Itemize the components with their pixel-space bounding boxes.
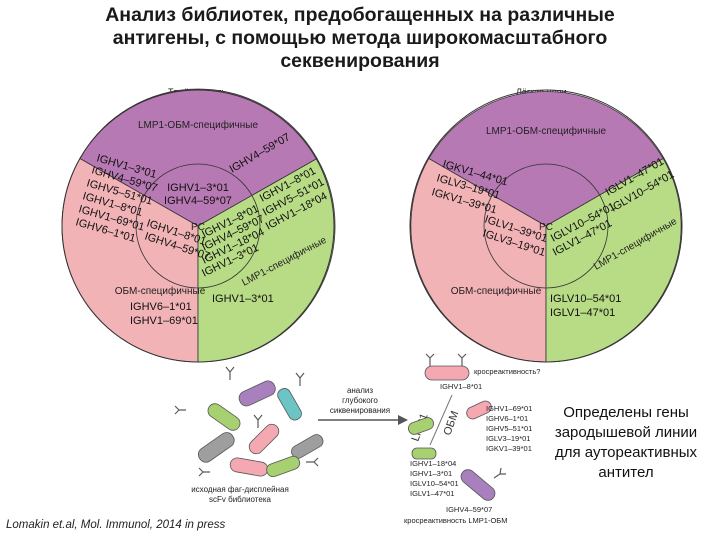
scfv-cylinder — [408, 417, 434, 435]
sequencing-arrow: анализ глубокого сиквенирования — [318, 386, 408, 425]
gene-label: IGHV1–3*01 — [410, 469, 452, 478]
scfv-cylinder — [248, 423, 280, 455]
gene-label: IGHV6–1*01 — [130, 301, 192, 313]
gene-label: IGLV1–47*01 — [410, 489, 454, 498]
arrow-label: глубокого — [342, 396, 378, 405]
note-line: Определены гены — [563, 404, 689, 421]
gene-label: IGHV1–69*01 — [486, 404, 532, 413]
label-lmp1-obm: LMP1-ОБМ-специфичные — [138, 119, 258, 131]
scfv-cylinder — [207, 403, 241, 431]
gene-label: IGHV1–3*01 — [167, 182, 229, 194]
label-lmp1-obm: LMP1-ОБМ-специфичные — [486, 125, 606, 137]
phage-tail — [306, 457, 319, 467]
ighv-top-label: IGHV1–8*01 — [440, 382, 482, 391]
scfv-cylinder — [411, 447, 437, 460]
gene-label: IGKV1–39*01 — [486, 444, 532, 453]
conclusion-note: Определены гены зародышевой линии для ау… — [535, 403, 717, 483]
phage-tail — [493, 467, 506, 479]
divider-line — [429, 394, 453, 446]
scfv-cylinder — [197, 432, 235, 463]
label-pc: PC — [539, 222, 553, 233]
lmp1-gene-list: IGHV1–18*04 IGHV1–3*01 IGLV10–54*01 IGLV… — [410, 459, 459, 498]
phage-tail — [425, 353, 467, 366]
note-line: зародышевой линии — [554, 424, 698, 441]
note-line: антител — [598, 464, 654, 481]
gene-label: IGHV5–51*01 — [486, 424, 532, 433]
phage-tail — [253, 414, 263, 428]
gene-label: IGHV1–18*04 — [410, 459, 456, 468]
outer-circle — [409, 89, 683, 363]
gene-label: IGLV3–19*01 — [486, 434, 530, 443]
phage-tail — [225, 366, 235, 380]
inner-circle — [483, 163, 609, 289]
arrow-head — [398, 415, 408, 425]
gene-label: IGHV1–3*01 — [212, 293, 274, 305]
inner-circle — [135, 163, 261, 289]
label-obm: ОБМ-специфичные — [451, 285, 542, 297]
arrow-label: сиквенирования — [330, 406, 390, 415]
scfv-cylinder — [266, 455, 301, 478]
bottom-gene-label: IGHV4–59*07 — [446, 505, 492, 514]
scfv-cylinder-cross — [424, 365, 470, 381]
scfv-library: исходная фаг-дисплейная scFv библиотека — [174, 366, 324, 504]
phage-tail — [174, 405, 186, 415]
scfv-cylinder — [277, 388, 302, 421]
cross-top-label: кросреактивность? — [474, 367, 540, 376]
outer-circle — [61, 89, 335, 363]
gene-label: IGLV1–47*01 — [550, 307, 615, 319]
scfv-cylinder-cross — [460, 469, 496, 501]
title-line-3: секвенирования — [280, 50, 440, 72]
gene-label: IGLV10–54*01 — [410, 479, 459, 488]
label-pc: PC — [191, 222, 205, 233]
sector-lmp1-obm — [428, 91, 664, 227]
obm-gene-list: IGHV1–69*01 IGHV6–1*01 IGHV5–51*01 IGLV3… — [486, 404, 532, 453]
heavy-chain-pie: Тяжёлая цепь LMP1-ОБМ-специфичные PC ОБМ… — [61, 87, 336, 363]
slide-title: Анализ библиотек, предобогащенных на раз… — [0, 4, 720, 73]
scfv-cylinder — [291, 434, 324, 459]
obm-label: ОБМ — [442, 409, 462, 437]
scfv-cylinder — [238, 380, 276, 407]
library-label-line-1: исходная фаг-дисплейная — [191, 485, 289, 494]
cross-bottom-label: кросреактивность LMP1-ОБМ — [404, 516, 507, 525]
citation: Lomakin et.al, Mol. Immunol, 2014 in pre… — [6, 519, 226, 531]
scfv-cylinder — [229, 457, 269, 477]
gene-label: IGLV10–54*01 — [550, 293, 621, 305]
gene-label: IGHV6–1*01 — [486, 414, 528, 423]
library-label-line-2: scFv библиотека — [209, 495, 271, 504]
gene-label: IGHV4–59*07 — [164, 195, 232, 207]
title-line-1: Анализ библиотек, предобогащенных на раз… — [105, 4, 615, 26]
label-obm: ОБМ-специфичные — [115, 285, 206, 297]
selection-result: LMP1 ОБМ кросреактивность? IGHV1–8*01 IG… — [404, 353, 540, 525]
note-line: для аутореактивных — [554, 444, 698, 461]
gene-label: IGHV1–69*01 — [130, 315, 198, 327]
title-line-2: антигены, с помощью метода широкомасштаб… — [112, 27, 608, 49]
arrow-label: анализ — [347, 386, 373, 395]
phage-tail — [198, 467, 210, 477]
phage-tail — [295, 372, 305, 386]
scfv-cylinder — [466, 400, 492, 420]
light-chain-pie: Лёгкие цепи LMP1-ОБМ-специфичные PC ОБМ-… — [409, 87, 683, 363]
